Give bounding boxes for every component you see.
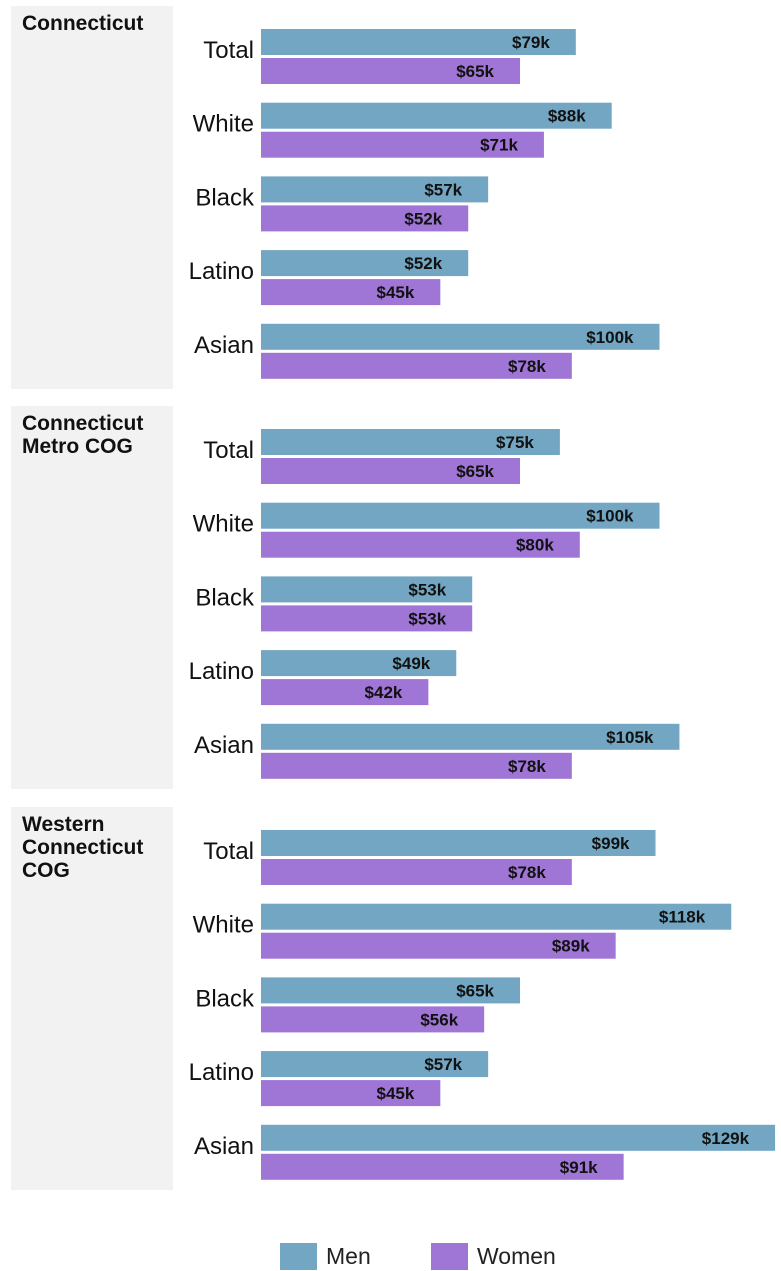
data-label: $53k	[408, 609, 446, 628]
bar-men	[261, 250, 469, 277]
bar-women	[261, 458, 521, 484]
bar-men	[261, 1124, 776, 1151]
bar-women	[261, 859, 572, 885]
data-label: $99k	[592, 834, 630, 853]
category-label: Latino	[189, 658, 254, 685]
bar-women	[261, 131, 544, 158]
data-label: $100k	[586, 507, 634, 526]
bar-men	[261, 102, 612, 129]
data-label: $49k	[392, 654, 430, 673]
bar-men	[261, 830, 656, 856]
bar-men	[261, 176, 489, 203]
category-label: White	[193, 912, 254, 939]
data-label: $65k	[456, 462, 494, 481]
category-label: White	[193, 511, 254, 538]
category-label: Asian	[194, 1133, 254, 1160]
bar-women	[261, 1006, 485, 1033]
data-label: $65k	[456, 62, 494, 81]
category-label: Black	[195, 584, 255, 611]
legend-item-women: Women	[431, 1241, 556, 1271]
panel-background	[11, 6, 173, 389]
legend-label-men: Men	[326, 1242, 371, 1269]
category-label: Total	[203, 437, 254, 464]
bar-women	[261, 352, 572, 379]
data-label: $78k	[508, 357, 546, 376]
legend-swatch-women	[431, 1242, 468, 1270]
bar-women	[261, 1080, 441, 1107]
data-label: $42k	[365, 683, 403, 702]
category-label: Asian	[194, 332, 254, 359]
bar-women	[261, 752, 572, 779]
category-label: Black	[195, 985, 255, 1012]
data-label: $65k	[456, 981, 494, 1000]
data-label: $75k	[496, 433, 534, 452]
category-label: Black	[195, 184, 255, 211]
panel-title: Connecticut	[22, 12, 144, 35]
category-label: Total	[203, 838, 254, 865]
bar-men	[261, 903, 732, 930]
data-label: $91k	[560, 1158, 598, 1177]
panel-title: Western Connecticut COG	[22, 813, 144, 882]
bar-women	[261, 531, 580, 558]
panel-background	[11, 807, 173, 1190]
data-label: $80k	[516, 536, 554, 555]
data-label: $57k	[424, 180, 462, 199]
bar-men	[261, 977, 521, 1004]
data-label: $78k	[508, 757, 546, 776]
bar-men	[261, 29, 576, 55]
bar-men	[261, 1051, 489, 1078]
bar-men	[261, 723, 680, 750]
data-label: $71k	[480, 136, 518, 155]
category-label: Latino	[189, 1059, 254, 1086]
panel-title: Connecticut Metro COG	[22, 412, 144, 458]
bar-women	[261, 932, 616, 959]
data-label: $45k	[376, 283, 414, 302]
data-label: $45k	[376, 1084, 414, 1103]
data-label: $56k	[420, 1010, 458, 1029]
data-label: $118k	[659, 908, 706, 927]
bar-men	[261, 429, 560, 455]
category-label: Total	[203, 37, 254, 64]
data-label: $78k	[508, 863, 546, 882]
data-label: $53k	[408, 580, 446, 599]
data-label: $88k	[548, 107, 586, 126]
data-label: $129k	[702, 1129, 750, 1148]
data-label: $89k	[552, 937, 590, 956]
data-label: $57k	[424, 1055, 462, 1074]
panel-background	[11, 406, 173, 789]
chart-canvas: Total $79k $65k White $88k $71k Black $57k $52k L…	[11, 6, 776, 1190]
bar-women	[261, 1153, 624, 1180]
bar-men	[261, 502, 660, 529]
data-label: $100k	[586, 328, 634, 347]
bar-women	[261, 279, 441, 306]
data-label: $105k	[606, 728, 654, 747]
bar-men	[261, 650, 457, 677]
bar-women	[261, 679, 429, 706]
bar-women	[261, 205, 469, 232]
bar-men	[261, 576, 473, 603]
data-label: $79k	[512, 33, 550, 52]
bar-women	[261, 605, 473, 632]
bar-women	[261, 58, 521, 84]
legend-swatch-men	[280, 1242, 317, 1270]
data-label: $52k	[404, 209, 442, 228]
category-label: White	[193, 111, 254, 138]
legend-label-women: Women	[477, 1242, 556, 1269]
category-label: Latino	[189, 258, 254, 285]
legend-item-men: Men	[280, 1241, 371, 1271]
data-label: $52k	[404, 254, 442, 273]
category-label: Asian	[194, 732, 254, 759]
bar-men	[261, 323, 660, 350]
